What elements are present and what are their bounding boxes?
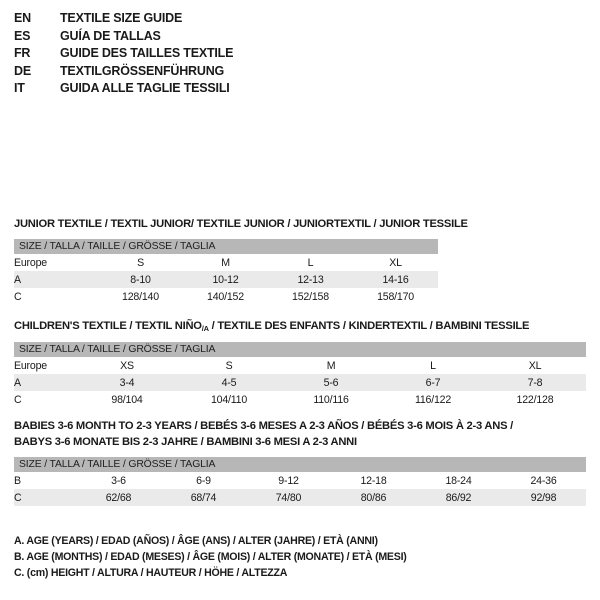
language-title-de: TEXTILGRÖSSENFÜHRUNG <box>60 63 225 78</box>
junior-a-cell-3: 12-13 <box>268 271 353 288</box>
children-europe-cell-3: M <box>280 357 382 374</box>
children-europe-cell-2: S <box>178 357 280 374</box>
language-row-it: IT GUIDA ALLE TAGLIE TESSILI <box>14 81 314 99</box>
language-code-it: IT <box>14 81 25 95</box>
junior-europe-cell-3: L <box>268 254 353 271</box>
junior-row-c: C 128/140 140/152 152/158 158/170 <box>14 288 439 305</box>
section-title-children-sub: /A <box>201 324 209 333</box>
children-a-cell-1: 3-4 <box>76 374 178 391</box>
section-children-textile: CHILDREN'S TEXTILE / TEXTIL NIÑO/A / TEX… <box>14 318 586 408</box>
children-c-cell-5: 122/128 <box>484 391 586 408</box>
babies-c-cell-3: 74/80 <box>246 489 331 506</box>
language-title-fr: GUIDE DES TAILLES TEXTILE <box>60 46 234 60</box>
language-row-en: EN TEXTILE SIZE GUIDE <box>14 11 314 29</box>
language-code-es: ES <box>14 28 31 43</box>
section-title-junior: JUNIOR TEXTILE / TEXTIL JUNIOR/ TEXTILE … <box>14 218 468 230</box>
junior-row-europe: Europe S M L XL <box>14 254 439 271</box>
junior-a-cell-1: 8-10 <box>98 271 183 288</box>
section-title-babies-line2: BABYS 3-6 MONATE BIS 2-3 JAHRE / BAMBINI… <box>14 436 357 448</box>
children-banner-label: SIZE / TALLA / TAILLE / GRÖSSE / TAGLIA <box>14 342 586 357</box>
language-code-de: DE <box>14 63 31 78</box>
measurement-figure: C <box>440 0 600 210</box>
section-title-children-part2: / TEXTILE DES ENFANTS / KINDERTEXTIL / B… <box>208 320 530 332</box>
babies-c-cell-1: 62/68 <box>76 489 161 506</box>
junior-a-cell-4: 14-16 <box>353 271 439 288</box>
babies-b-cell-1: 3-6 <box>76 472 161 489</box>
legend-line-b: B. AGE (MONTHS) / EDAD (MESES) / ÂGE (MO… <box>14 551 407 563</box>
children-a-cell-3: 5-6 <box>280 374 382 391</box>
junior-c-cell-3: 152/158 <box>268 288 353 305</box>
babies-c-cell-2: 68/74 <box>161 489 246 506</box>
babies-row-c-label: C <box>14 489 76 506</box>
children-row-a: A 3-4 4-5 5-6 6-7 7-8 <box>14 374 586 391</box>
children-size-table: SIZE / TALLA / TAILLE / GRÖSSE / TAGLIA … <box>14 342 586 408</box>
junior-size-table: SIZE / TALLA / TAILLE / GRÖSSE / TAGLIA … <box>14 239 439 305</box>
babies-row-b: B 3-6 6-9 9-12 12-18 18-24 24-36 <box>14 472 587 489</box>
language-title-en: TEXTILE SIZE GUIDE <box>60 11 183 25</box>
language-title-it: GUIDA ALLE TAGLIE TESSILI <box>60 81 230 95</box>
children-europe-cell-1: XS <box>76 357 178 374</box>
language-row-de: DE TEXTILGRÖSSENFÜHRUNG <box>14 64 314 82</box>
children-c-cell-1: 98/104 <box>76 391 178 408</box>
children-a-cell-2: 4-5 <box>178 374 280 391</box>
children-row-c: C 98/104 104/110 110/116 116/122 122/128 <box>14 391 586 408</box>
junior-europe-cell-1: S <box>98 254 183 271</box>
children-row-a-label: A <box>14 374 76 391</box>
junior-table-banner: SIZE / TALLA / TAILLE / GRÖSSE / TAGLIA <box>14 239 439 254</box>
language-title-es: GUÍA DE TALLAS <box>60 28 161 43</box>
section-title-babies-line1: BABIES 3-6 MONTH TO 2-3 YEARS / BEBÉS 3-… <box>14 420 514 432</box>
babies-b-cell-5: 18-24 <box>416 472 501 489</box>
language-title-block: EN TEXTILE SIZE GUIDE ES GUÍA DE TALLAS … <box>14 11 314 99</box>
children-row-europe: Europe XS S M L XL <box>14 357 586 374</box>
legend-line-a: A. AGE (YEARS) / EDAD (AÑOS) / ÂGE (ANS)… <box>14 535 378 547</box>
language-code-fr: FR <box>14 46 31 60</box>
junior-c-cell-4: 158/170 <box>353 288 439 305</box>
section-babies-textile: BABIES 3-6 MONTH TO 2-3 YEARS / BEBÉS 3-… <box>14 418 587 506</box>
children-row-europe-label: Europe <box>14 357 76 374</box>
children-table-banner: SIZE / TALLA / TAILLE / GRÖSSE / TAGLIA <box>14 342 586 357</box>
babies-table-banner: SIZE / TALLA / TAILLE / GRÖSSE / TAGLIA <box>14 457 587 472</box>
children-a-cell-5: 7-8 <box>484 374 586 391</box>
language-code-en: EN <box>14 11 31 25</box>
children-c-cell-4: 116/122 <box>382 391 484 408</box>
junior-row-a-label: A <box>14 271 98 288</box>
language-row-fr: FR GUIDE DES TAILLES TEXTILE <box>14 46 314 64</box>
junior-row-europe-label: Europe <box>14 254 98 271</box>
babies-c-cell-5: 86/92 <box>416 489 501 506</box>
children-row-c-label: C <box>14 391 76 408</box>
junior-banner-label: SIZE / TALLA / TAILLE / GRÖSSE / TAGLIA <box>14 239 439 254</box>
legend-line-c: C. (cm) HEIGHT / ALTURA / HAUTEUR / HÖHE… <box>14 567 288 579</box>
babies-size-table: SIZE / TALLA / TAILLE / GRÖSSE / TAGLIA … <box>14 457 587 506</box>
children-c-cell-3: 110/116 <box>280 391 382 408</box>
measurement-legend: A. AGE (YEARS) / EDAD (AÑOS) / ÂGE (ANS)… <box>14 533 434 581</box>
junior-a-cell-2: 10-12 <box>183 271 268 288</box>
children-europe-cell-4: L <box>382 357 484 374</box>
babies-b-cell-6: 24-36 <box>501 472 587 489</box>
junior-row-a: A 8-10 10-12 12-13 14-16 <box>14 271 439 288</box>
junior-row-c-label: C <box>14 288 98 305</box>
section-junior-textile: JUNIOR TEXTILE / TEXTIL JUNIOR/ TEXTILE … <box>14 216 468 305</box>
section-title-children-part1: CHILDREN'S TEXTILE / TEXTIL NIÑO <box>14 320 202 332</box>
babies-b-cell-3: 9-12 <box>246 472 331 489</box>
babies-row-b-label: B <box>14 472 76 489</box>
children-a-cell-4: 6-7 <box>382 374 484 391</box>
babies-b-cell-2: 6-9 <box>161 472 246 489</box>
junior-c-cell-2: 140/152 <box>183 288 268 305</box>
junior-europe-cell-2: M <box>183 254 268 271</box>
babies-c-cell-6: 92/98 <box>501 489 587 506</box>
babies-banner-label: SIZE / TALLA / TAILLE / GRÖSSE / TAGLIA <box>14 457 587 472</box>
babies-row-c: C 62/68 68/74 74/80 80/86 86/92 92/98 <box>14 489 587 506</box>
junior-europe-cell-4: XL <box>353 254 439 271</box>
junior-c-cell-1: 128/140 <box>98 288 183 305</box>
children-europe-cell-5: XL <box>484 357 586 374</box>
babies-c-cell-4: 80/86 <box>331 489 416 506</box>
children-c-cell-2: 104/110 <box>178 391 280 408</box>
section-title-children: CHILDREN'S TEXTILE / TEXTIL NIÑO/A / TEX… <box>14 318 586 335</box>
language-row-es: ES GUÍA DE TALLAS <box>14 29 314 47</box>
babies-b-cell-4: 12-18 <box>331 472 416 489</box>
